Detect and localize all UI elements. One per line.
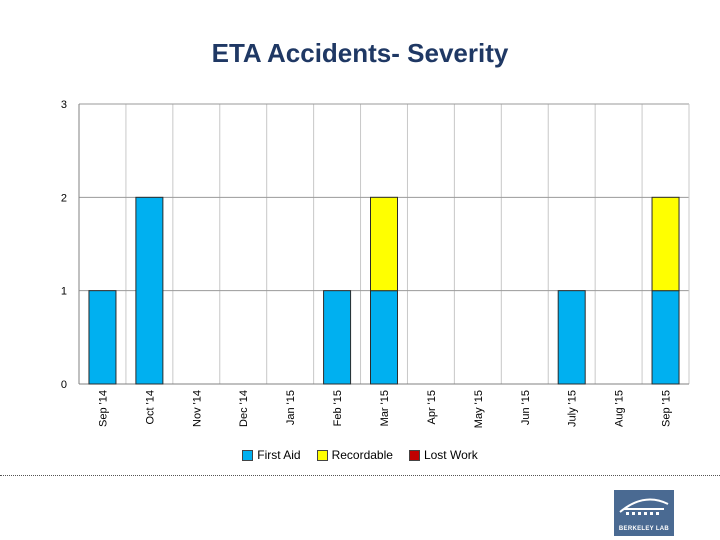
legend-label-recordable: Recordable bbox=[331, 448, 393, 462]
y-tick-label: 2 bbox=[61, 192, 67, 204]
x-tick-label: Sep '14 bbox=[97, 390, 109, 427]
legend-item-first-aid: First Aid bbox=[242, 448, 301, 462]
bar-recordable bbox=[370, 196, 398, 292]
x-tick-label: Sep '15 bbox=[661, 390, 673, 427]
y-tick-label: 1 bbox=[61, 286, 67, 298]
legend-label-first-aid: First Aid bbox=[257, 448, 301, 462]
x-tick-label: Dec '14 bbox=[238, 390, 250, 427]
legend: First Aid Recordable Lost Work bbox=[0, 448, 720, 462]
x-tick-label: May '15 bbox=[473, 390, 485, 428]
x-tick-label: Feb '15 bbox=[332, 390, 344, 426]
y-tick-label: 3 bbox=[61, 99, 67, 111]
x-tick-label: Jun '15 bbox=[520, 390, 532, 425]
bar-first-aid bbox=[88, 290, 117, 385]
legend-swatch-lost-work bbox=[408, 449, 420, 461]
bar-first-aid bbox=[651, 290, 680, 385]
logo-text: BERKELEY LAB bbox=[618, 526, 670, 532]
x-tick-label: Nov '14 bbox=[191, 390, 203, 427]
x-tick-label: Mar '15 bbox=[379, 390, 391, 426]
lab-building-icon bbox=[619, 498, 669, 515]
bar-first-aid bbox=[370, 290, 398, 385]
legend-swatch-recordable bbox=[316, 449, 328, 461]
y-tick-label: 0 bbox=[61, 379, 67, 391]
x-tick-label: Apr '15 bbox=[426, 390, 438, 425]
bar-first-aid bbox=[557, 290, 586, 385]
x-tick-label: July '15 bbox=[567, 390, 579, 427]
bar-first-aid bbox=[135, 196, 164, 385]
bar-recordable bbox=[651, 196, 680, 292]
chart-title: ETA Accidents- Severity bbox=[211, 38, 509, 68]
berkeley-lab-logo: BERKELEY LAB bbox=[614, 490, 674, 536]
bar-first-aid bbox=[323, 290, 352, 385]
footer-divider bbox=[0, 475, 720, 476]
x-tick-label: Jan '15 bbox=[285, 390, 297, 425]
x-tick-label: Aug '15 bbox=[614, 390, 626, 427]
legend-item-lost-work: Lost Work bbox=[408, 448, 478, 462]
legend-swatch-first-aid bbox=[242, 449, 254, 461]
x-tick-label: Oct '14 bbox=[144, 390, 156, 425]
legend-item-recordable: Recordable bbox=[316, 448, 393, 462]
legend-label-lost-work: Lost Work bbox=[423, 448, 478, 462]
